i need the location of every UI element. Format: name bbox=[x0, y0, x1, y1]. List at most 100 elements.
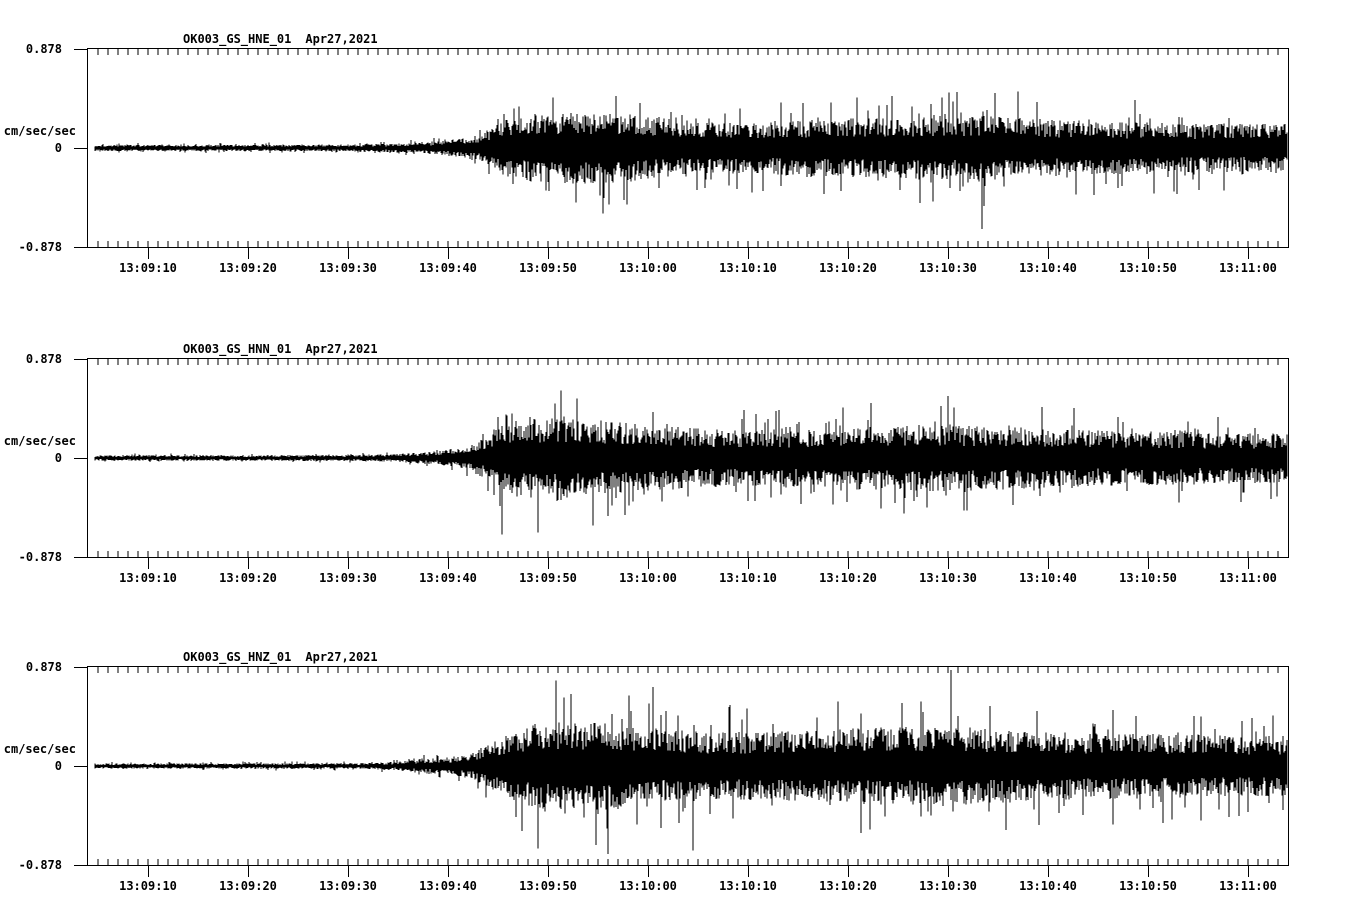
x-axis-major-tick bbox=[448, 866, 449, 877]
y-zero-label: 0 bbox=[54, 141, 62, 155]
x-tick-label: 13:09:10 bbox=[119, 571, 177, 585]
panel-title: OK003_GS_HNN_01 Apr27,2021 bbox=[183, 342, 378, 356]
x-tick-label: 13:09:30 bbox=[319, 571, 377, 585]
axis-minor-ticks bbox=[97, 49, 1279, 247]
x-axis-major-tick bbox=[448, 248, 449, 259]
y-zero-label: 0 bbox=[54, 759, 62, 773]
waveform-peak-spikes bbox=[501, 390, 949, 535]
x-axis-major-tick bbox=[848, 866, 849, 877]
x-axis-major-tick bbox=[348, 248, 349, 259]
x-tick-label: 13:09:20 bbox=[219, 879, 277, 893]
x-axis-major-tick bbox=[348, 866, 349, 877]
x-tick-label: 13:10:30 bbox=[919, 571, 977, 585]
y-max-label: 0.878 bbox=[25, 352, 62, 366]
x-axis-major-tick bbox=[748, 866, 749, 877]
y-axis-tick-min bbox=[74, 865, 87, 866]
x-axis-major-tick bbox=[348, 558, 349, 569]
x-axis-major-tick bbox=[848, 558, 849, 569]
x-tick-label: 13:09:20 bbox=[219, 261, 277, 275]
waveform-trace bbox=[94, 398, 1288, 517]
waveform-peak-spikes bbox=[552, 91, 1019, 230]
x-axis-major-tick bbox=[148, 866, 149, 877]
x-axis-major-tick bbox=[1248, 558, 1249, 569]
y-axis-tick-zero bbox=[74, 458, 87, 459]
x-tick-label: 13:09:50 bbox=[519, 879, 577, 893]
x-axis-major-tick bbox=[648, 248, 649, 259]
x-axis-major-tick bbox=[548, 248, 549, 259]
waveform-peak-spikes bbox=[537, 670, 952, 854]
waveform-trace bbox=[94, 91, 1288, 207]
x-axis-major-tick bbox=[648, 866, 649, 877]
x-tick-label: 13:10:30 bbox=[919, 879, 977, 893]
x-tick-label: 13:10:20 bbox=[819, 879, 877, 893]
station-label: OK003_GS_HNZ_01 bbox=[183, 650, 292, 664]
x-tick-label: 13:10:20 bbox=[819, 261, 877, 275]
x-axis-major-tick bbox=[248, 866, 249, 877]
x-tick-label: 13:10:00 bbox=[619, 571, 677, 585]
plot-area bbox=[87, 358, 1289, 558]
x-axis-major-tick bbox=[1248, 866, 1249, 877]
x-axis-major-tick bbox=[648, 558, 649, 569]
y-max-label: 0.878 bbox=[25, 42, 62, 56]
x-tick-label: 13:10:40 bbox=[1019, 879, 1077, 893]
plot-area bbox=[87, 48, 1289, 248]
y-axis-tick-min bbox=[74, 557, 87, 558]
x-tick-label: 13:10:50 bbox=[1119, 261, 1177, 275]
x-axis-major-tick bbox=[1148, 558, 1149, 569]
x-axis-major-tick bbox=[748, 558, 749, 569]
x-tick-label: 13:10:40 bbox=[1019, 571, 1077, 585]
x-tick-label: 13:10:10 bbox=[719, 261, 777, 275]
waveform-svg bbox=[94, 49, 1288, 247]
x-tick-label: 13:09:40 bbox=[419, 879, 477, 893]
y-min-label: -0.878 bbox=[18, 858, 62, 872]
x-axis-major-tick bbox=[548, 866, 549, 877]
x-tick-label: 13:09:20 bbox=[219, 571, 277, 585]
x-axis-major-tick bbox=[448, 558, 449, 569]
axis-minor-ticks bbox=[97, 667, 1279, 865]
y-axis-tick-min bbox=[74, 247, 87, 248]
waveform-svg bbox=[94, 667, 1288, 865]
x-axis-major-tick bbox=[1148, 248, 1149, 259]
x-axis-major-tick bbox=[1248, 248, 1249, 259]
x-axis-major-tick bbox=[1048, 248, 1049, 259]
x-tick-label: 13:09:30 bbox=[319, 879, 377, 893]
y-axis-tick-max bbox=[74, 359, 87, 360]
x-axis-major-tick bbox=[248, 558, 249, 569]
date-label: Apr27,2021 bbox=[305, 342, 378, 356]
station-label: OK003_GS_HNE_01 bbox=[183, 32, 292, 46]
station-label: OK003_GS_HNN_01 bbox=[183, 342, 292, 356]
axis-minor-ticks bbox=[97, 359, 1279, 557]
x-tick-label: 13:10:50 bbox=[1119, 571, 1177, 585]
x-axis-major-tick bbox=[948, 248, 949, 259]
x-tick-label: 13:09:40 bbox=[419, 571, 477, 585]
y-units-label: cm/sec/sec bbox=[3, 124, 76, 138]
x-axis-major-tick bbox=[548, 558, 549, 569]
y-zero-label: 0 bbox=[54, 451, 62, 465]
y-units-label: cm/sec/sec bbox=[3, 742, 76, 756]
plot-area bbox=[87, 666, 1289, 866]
x-tick-label: 13:09:40 bbox=[419, 261, 477, 275]
panel-title: OK003_GS_HNE_01 Apr27,2021 bbox=[183, 32, 378, 46]
x-tick-label: 13:10:00 bbox=[619, 879, 677, 893]
x-axis-major-tick bbox=[1048, 866, 1049, 877]
x-tick-label: 13:11:00 bbox=[1219, 571, 1277, 585]
x-axis-major-tick bbox=[148, 558, 149, 569]
y-min-label: -0.878 bbox=[18, 550, 62, 564]
x-axis-major-tick bbox=[948, 866, 949, 877]
y-axis-tick-max bbox=[74, 49, 87, 50]
x-tick-label: 13:11:00 bbox=[1219, 261, 1277, 275]
x-tick-label: 13:10:20 bbox=[819, 571, 877, 585]
x-axis-major-tick bbox=[148, 248, 149, 259]
x-tick-label: 13:09:10 bbox=[119, 879, 177, 893]
y-axis-tick-max bbox=[74, 667, 87, 668]
date-label: Apr27,2021 bbox=[305, 650, 378, 664]
waveform-trace bbox=[94, 693, 1288, 845]
x-tick-label: 13:09:50 bbox=[519, 261, 577, 275]
x-tick-label: 13:10:10 bbox=[719, 879, 777, 893]
x-tick-label: 13:09:10 bbox=[119, 261, 177, 275]
x-tick-label: 13:10:50 bbox=[1119, 879, 1177, 893]
x-axis-major-tick bbox=[1148, 866, 1149, 877]
date-label: Apr27,2021 bbox=[305, 32, 378, 46]
y-min-label: -0.878 bbox=[18, 240, 62, 254]
